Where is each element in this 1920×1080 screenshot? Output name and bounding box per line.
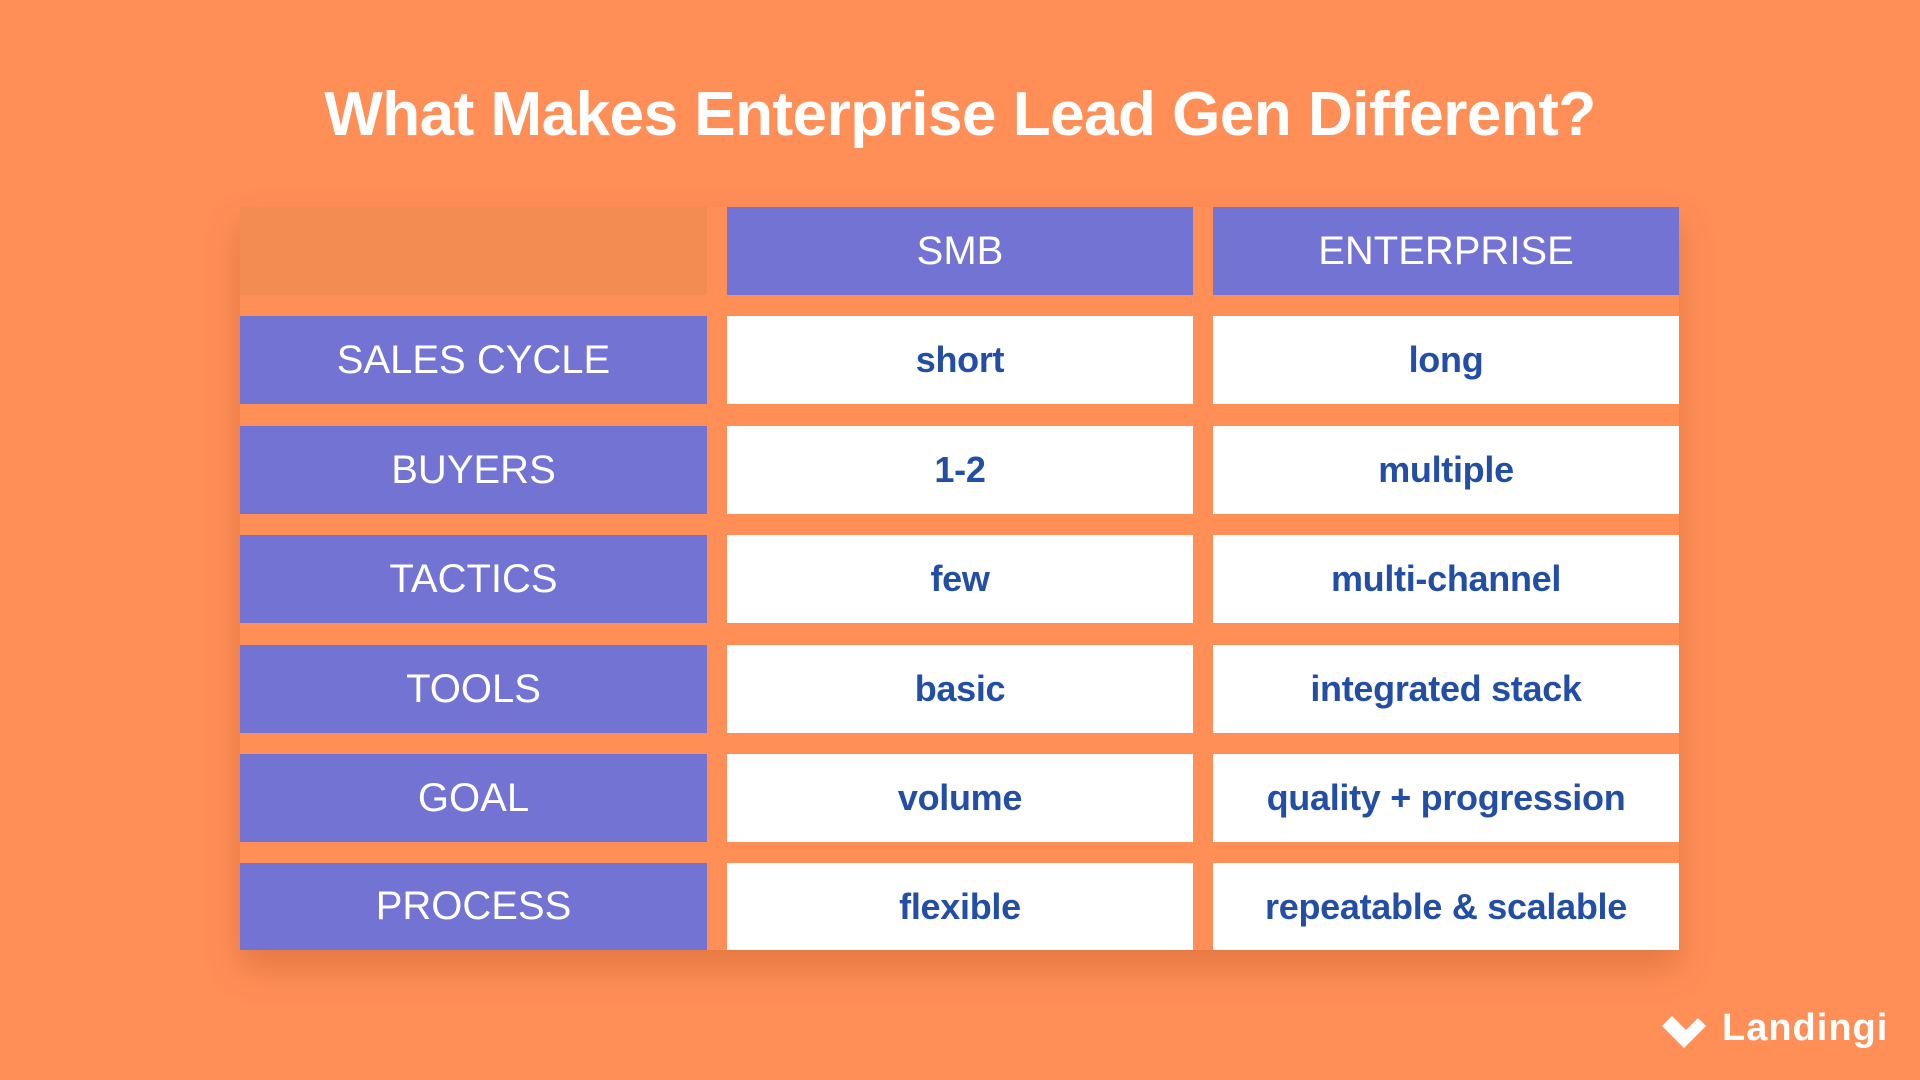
cell-enterprise-tools: integrated stack — [1213, 645, 1679, 733]
cell-enterprise-buyers: multiple — [1213, 426, 1679, 514]
cell-enterprise-sales-cycle: long — [1213, 316, 1679, 404]
row-label-buyers: BUYERS — [240, 426, 707, 514]
cell-enterprise-tactics: multi-channel — [1213, 535, 1679, 623]
cell-enterprise-process: repeatable & scalable — [1213, 863, 1679, 950]
cell-smb-sales-cycle: short — [727, 316, 1193, 404]
row-label-goal: GOAL — [240, 754, 707, 842]
cell-smb-tools: basic — [727, 645, 1193, 733]
landingi-logo-icon — [1662, 1016, 1706, 1048]
logo-text: Landingi — [1722, 1006, 1889, 1049]
cell-smb-tactics: few — [727, 535, 1193, 623]
cell-smb-goal: volume — [727, 754, 1193, 842]
landingi-logo: Landingi — [1660, 1004, 1888, 1052]
column-header-enterprise: ENTERPRISE — [1213, 207, 1679, 295]
cell-smb-process: flexible — [727, 863, 1193, 950]
column-header-smb: SMB — [727, 207, 1193, 295]
corner-cell — [240, 207, 707, 295]
row-label-process: PROCESS — [240, 863, 707, 950]
row-label-tactics: TACTICS — [240, 535, 707, 623]
comparison-table: SMB ENTERPRISE SALES CYCLE short long BU… — [240, 207, 1679, 950]
row-label-tools: TOOLS — [240, 645, 707, 733]
cell-enterprise-goal: quality + progression — [1213, 754, 1679, 842]
cell-smb-buyers: 1-2 — [727, 426, 1193, 514]
page-title: What Makes Enterprise Lead Gen Different… — [324, 80, 1596, 149]
row-label-sales-cycle: SALES CYCLE — [240, 316, 707, 404]
